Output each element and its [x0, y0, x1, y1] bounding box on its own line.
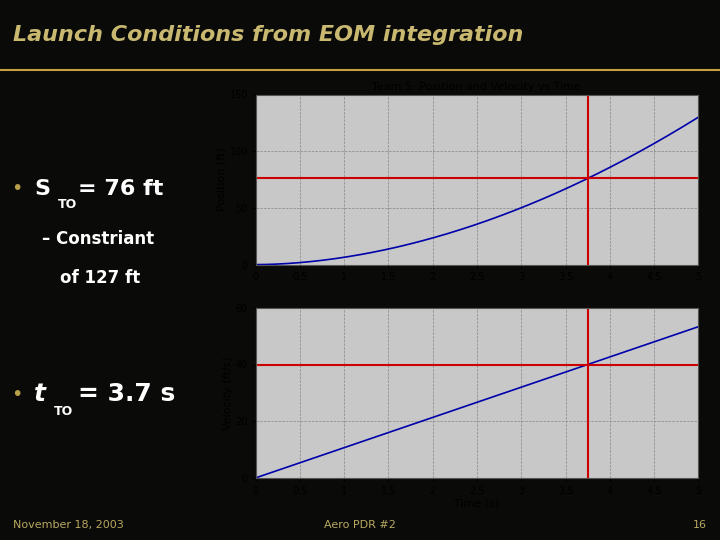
- Text: 16: 16: [693, 520, 707, 530]
- Text: = 3.7 s: = 3.7 s: [78, 382, 176, 407]
- Text: t: t: [35, 382, 46, 407]
- X-axis label: Time (s): Time (s): [454, 498, 500, 508]
- Text: •: •: [12, 179, 23, 198]
- Text: TO: TO: [58, 198, 77, 211]
- Text: November 18, 2003: November 18, 2003: [13, 520, 124, 530]
- Text: Aero PDR #2: Aero PDR #2: [324, 520, 396, 530]
- Text: •: •: [12, 385, 23, 404]
- Y-axis label: Position (ft): Position (ft): [217, 147, 227, 212]
- Text: = 76 ft: = 76 ft: [78, 179, 163, 199]
- Text: S: S: [35, 179, 50, 199]
- Text: – Constriant: – Constriant: [42, 230, 154, 248]
- Text: Launch Conditions from EOM integration: Launch Conditions from EOM integration: [13, 25, 523, 45]
- Y-axis label: Velocity (ft/s): Velocity (ft/s): [222, 356, 233, 430]
- Text: TO: TO: [54, 406, 73, 419]
- Text: of 127 ft: of 127 ft: [60, 269, 140, 287]
- Title: Team 5: Position and Velocity vs Time: Team 5: Position and Velocity vs Time: [372, 82, 582, 92]
